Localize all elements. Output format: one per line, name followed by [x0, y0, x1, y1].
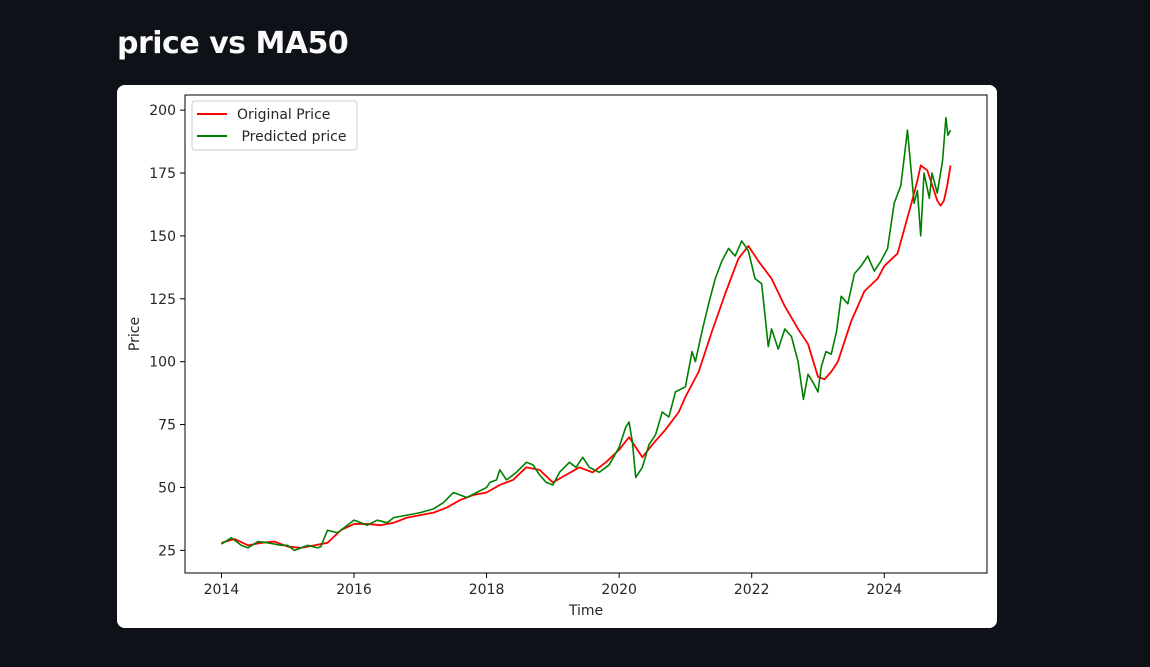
- chart-figure: 2014 2016 2018 2020 2022 2024 25 50 75 100 125 150…: [117, 85, 997, 628]
- y-tick-label: 75: [158, 418, 176, 434]
- legend-box: [191, 100, 358, 151]
- x-axis-label: Time: [568, 603, 603, 619]
- y-axis: 25 50 75 100 125 150 175 200: [149, 103, 185, 559]
- y-tick-label: 125: [149, 292, 176, 308]
- y-tick-label: 200: [149, 103, 176, 119]
- x-axis: 2014 2016 2018 2020 2022 2024: [204, 573, 902, 598]
- legend-label-original-price: Original Price: [237, 107, 330, 123]
- y-tick-label: 100: [149, 355, 176, 371]
- legend-label-predicted-price: Predicted price: [237, 129, 346, 145]
- x-tick-label: 2020: [601, 582, 637, 598]
- y-tick-label: 25: [158, 543, 176, 559]
- page-title: price vs MA50: [117, 26, 349, 61]
- price-chart: 2014 2016 2018 2020 2022 2024 25 50 75 100 125 150…: [117, 85, 997, 628]
- y-tick-label: 50: [158, 480, 176, 496]
- legend: Original Price Predicted price: [191, 100, 358, 151]
- x-tick-label: 2024: [866, 582, 902, 598]
- figure-background: [117, 85, 997, 628]
- x-tick-label: 2022: [734, 582, 770, 598]
- series-line-predicted-price: [221, 116, 952, 552]
- series-line-original-price: [221, 164, 952, 549]
- axes-frame: [184, 94, 988, 574]
- y-axis-label: Price: [127, 317, 143, 351]
- x-tick-label: 2014: [204, 582, 240, 598]
- x-tick-label: 2018: [469, 582, 505, 598]
- y-tick-label: 175: [149, 166, 176, 182]
- series-layer: [221, 116, 952, 552]
- x-tick-label: 2016: [336, 582, 372, 598]
- y-tick-label: 150: [149, 229, 176, 245]
